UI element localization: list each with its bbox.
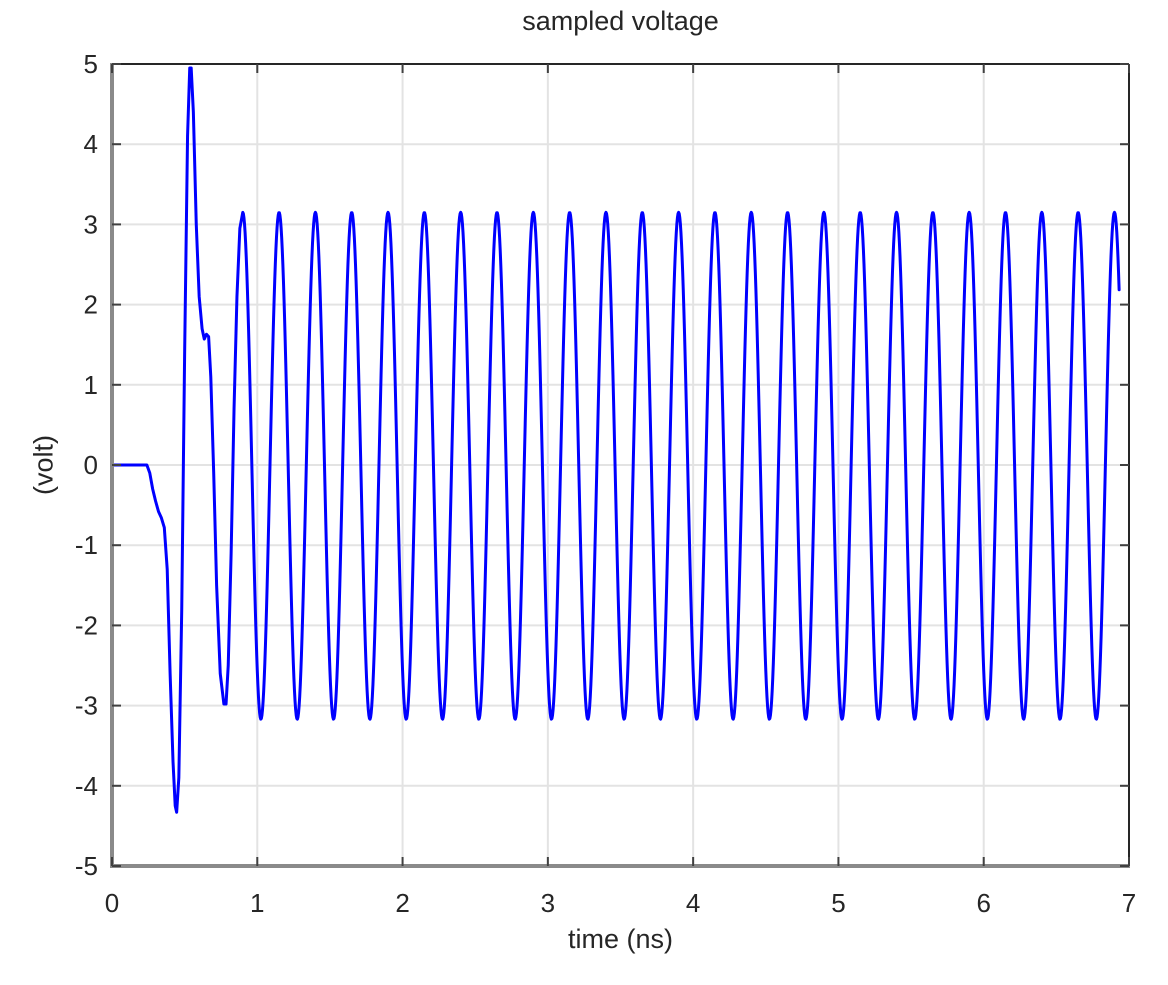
y-tick-label: -3 — [75, 691, 98, 721]
x-tick-label: 5 — [831, 888, 845, 918]
y-tick-label: -1 — [75, 530, 98, 560]
y-tick-label: 4 — [84, 129, 98, 159]
series-line — [110, 66, 1121, 814]
chart-title: sampled voltage — [522, 6, 719, 36]
x-tick-label: 4 — [686, 888, 700, 918]
y-tick-label: 1 — [84, 370, 98, 400]
y-tick-label: 5 — [84, 49, 98, 79]
y-tick-label: -2 — [75, 610, 98, 640]
y-tick-labels: -5 -4 -3 -2 -1 0 1 2 3 4 5 — [75, 49, 98, 881]
voltage-curve — [110, 66, 1121, 814]
x-tick-label: 3 — [541, 888, 555, 918]
x-tick-label: 1 — [250, 888, 264, 918]
axes — [110, 63, 1130, 868]
x-tick-label: 7 — [1122, 888, 1136, 918]
y-tick-label: -4 — [75, 771, 98, 801]
gridlines — [112, 64, 1129, 866]
y-tick-label: -5 — [75, 851, 98, 881]
x-tick-label: 2 — [395, 888, 409, 918]
x-axis-label: time (ns) — [567, 924, 673, 954]
x-tick-labels: 0 1 2 3 4 5 6 7 — [105, 888, 1136, 918]
x-tick-label: 6 — [976, 888, 990, 918]
x-tick-label: 0 — [105, 888, 119, 918]
y-tick-label: 3 — [84, 209, 98, 239]
y-axis-label: (volt) — [28, 435, 59, 495]
y-tick-label: 2 — [84, 290, 98, 320]
y-tick-label: 0 — [84, 450, 98, 480]
